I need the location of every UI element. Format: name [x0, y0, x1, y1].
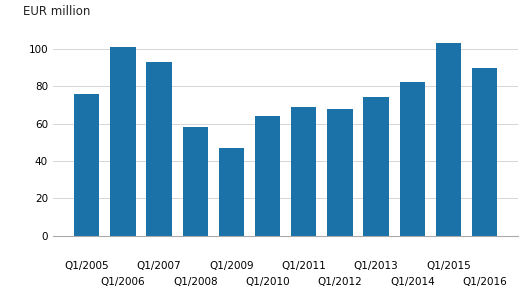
- Bar: [74, 94, 99, 236]
- Bar: [363, 98, 389, 236]
- Bar: [436, 43, 461, 236]
- Bar: [147, 62, 172, 236]
- Text: Q1/2006: Q1/2006: [101, 277, 145, 287]
- Text: Q1/2007: Q1/2007: [137, 261, 181, 271]
- Bar: [327, 109, 352, 236]
- Bar: [472, 68, 497, 236]
- Bar: [219, 148, 244, 236]
- Text: Q1/2011: Q1/2011: [281, 261, 326, 271]
- Bar: [110, 47, 135, 236]
- Text: Q1/2016: Q1/2016: [462, 277, 507, 287]
- Text: Q1/2010: Q1/2010: [245, 277, 290, 287]
- Text: Q1/2008: Q1/2008: [173, 277, 217, 287]
- Text: Q1/2013: Q1/2013: [354, 261, 398, 271]
- Text: EUR million: EUR million: [23, 5, 90, 18]
- Bar: [183, 127, 208, 236]
- Bar: [255, 116, 280, 236]
- Text: Q1/2014: Q1/2014: [390, 277, 435, 287]
- Text: Q1/2012: Q1/2012: [317, 277, 362, 287]
- Text: Q1/2015: Q1/2015: [426, 261, 471, 271]
- Text: Q1/2009: Q1/2009: [209, 261, 254, 271]
- Bar: [291, 107, 316, 236]
- Bar: [399, 82, 425, 236]
- Text: Q1/2005: Q1/2005: [65, 261, 109, 271]
